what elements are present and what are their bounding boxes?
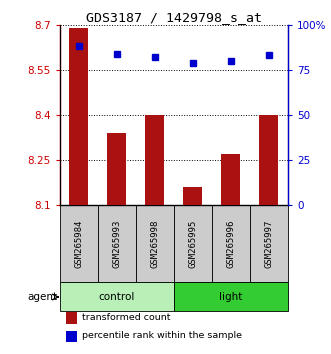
Bar: [221, 154, 240, 205]
Text: GSM265997: GSM265997: [264, 219, 273, 268]
Bar: [69, 28, 88, 205]
Bar: [145, 115, 164, 205]
FancyBboxPatch shape: [60, 205, 98, 282]
Text: agent: agent: [27, 292, 58, 302]
FancyBboxPatch shape: [60, 282, 174, 312]
Text: GSM265993: GSM265993: [112, 219, 121, 268]
Text: GSM265984: GSM265984: [74, 219, 83, 268]
FancyBboxPatch shape: [174, 282, 288, 312]
Bar: [183, 187, 202, 205]
Bar: [67, 331, 77, 342]
Text: GSM265995: GSM265995: [188, 219, 197, 268]
FancyBboxPatch shape: [98, 205, 136, 282]
Text: GSM265996: GSM265996: [226, 219, 235, 268]
FancyBboxPatch shape: [212, 205, 250, 282]
FancyBboxPatch shape: [136, 205, 174, 282]
Text: control: control: [99, 292, 135, 302]
Title: GDS3187 / 1429798_s_at: GDS3187 / 1429798_s_at: [86, 11, 262, 24]
Bar: [260, 115, 278, 205]
Bar: [67, 312, 77, 324]
Text: percentile rank within the sample: percentile rank within the sample: [82, 331, 242, 340]
FancyBboxPatch shape: [250, 205, 288, 282]
Text: light: light: [219, 292, 243, 302]
Bar: [107, 133, 126, 205]
Text: transformed count: transformed count: [82, 313, 171, 322]
FancyBboxPatch shape: [174, 205, 212, 282]
Text: GSM265998: GSM265998: [150, 219, 159, 268]
